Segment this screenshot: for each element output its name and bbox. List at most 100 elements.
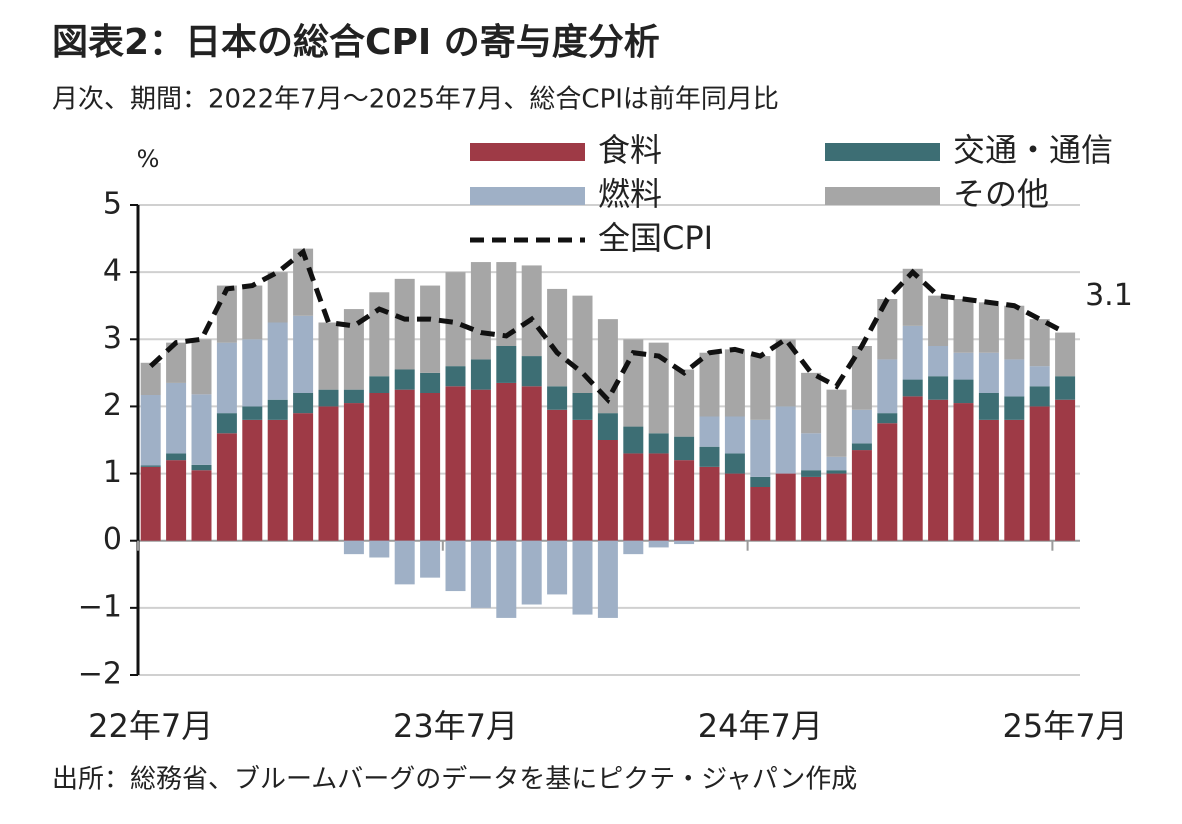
bar-segment: [166, 342, 187, 383]
bar-segment: [445, 386, 466, 541]
bar-segment: [572, 393, 593, 420]
bar-segment: [674, 436, 695, 461]
bar-segment: [597, 440, 618, 541]
bar-segment: [978, 393, 999, 420]
bar-segment: [343, 309, 364, 390]
bar-segment: [750, 356, 771, 420]
bar-segment: [547, 386, 568, 410]
bar-segment: [648, 433, 669, 454]
bar-segment: [877, 299, 898, 360]
bar-segment: [191, 394, 212, 465]
bar-segment: [166, 453, 187, 461]
bar-segment: [470, 262, 491, 360]
bar-segment: [216, 413, 237, 434]
bar-segment: [445, 272, 466, 367]
source-note: 出所：総務省、ブルームバーグのデータを基にピクテ・ジャパン作成: [52, 765, 857, 795]
bar-segment: [293, 315, 314, 393]
bar-segment: [1055, 332, 1076, 377]
x-tick-label: 24年7月: [698, 707, 823, 745]
bar-segment: [140, 395, 161, 466]
bar-segment: [648, 342, 669, 434]
bar-segment: [572, 419, 593, 541]
bar-segment: [242, 339, 263, 407]
bar-segment: [851, 409, 872, 444]
bar-segment: [928, 399, 949, 541]
bar-segment: [597, 413, 618, 440]
bar-segment: [674, 540, 695, 545]
bar-segment: [877, 359, 898, 414]
bar-segment: [369, 292, 390, 377]
bar-segment: [343, 540, 364, 555]
bar-segment: [801, 476, 822, 541]
bar-segment: [394, 369, 415, 390]
bar-segment: [623, 540, 644, 555]
bar-segment: [445, 540, 466, 592]
bar-segment: [674, 369, 695, 437]
bar-segment: [420, 372, 441, 393]
x-tick-label: 25年7月: [1003, 707, 1128, 745]
bar-segment: [496, 382, 517, 541]
y-tick-label: −1: [78, 589, 122, 624]
bar-segment: [496, 540, 517, 618]
bar-segment: [902, 379, 923, 397]
bar-segment: [394, 540, 415, 585]
bar-segment: [191, 470, 212, 541]
legend-swatch: [825, 187, 940, 205]
legend-label: 交通・通信: [953, 131, 1113, 169]
bar-segment: [1029, 319, 1050, 367]
bar-segment: [140, 362, 161, 396]
bar-segment: [928, 376, 949, 400]
bar-segment: [394, 389, 415, 541]
bar-segment: [826, 389, 847, 457]
bar-segment: [547, 288, 568, 387]
bar-segment: [1029, 386, 1050, 407]
bar-segment: [801, 433, 822, 471]
bar-segment: [902, 396, 923, 541]
legend-swatch: [470, 187, 585, 205]
y-tick-label: 5: [103, 187, 122, 222]
bar-segment: [470, 389, 491, 541]
bar-segment: [750, 476, 771, 487]
bar-segment: [394, 278, 415, 370]
bar-segment: [318, 322, 339, 390]
bar-segment: [242, 285, 263, 340]
legend-label: 食料: [598, 131, 662, 169]
bar-segment: [826, 456, 847, 471]
bar-segment: [724, 473, 745, 541]
bar-segment: [953, 403, 974, 541]
bar-segment: [521, 540, 542, 605]
bar-segment: [420, 285, 441, 373]
bar-segment: [1055, 376, 1076, 400]
bar-segment: [496, 346, 517, 383]
legend-label: その他: [953, 175, 1049, 213]
bar-segment: [978, 302, 999, 353]
bar-segment: [851, 450, 872, 541]
bar-segment: [293, 248, 314, 316]
bar-segment: [1004, 305, 1025, 360]
bar-segment: [242, 406, 263, 420]
bar-segment: [140, 466, 161, 541]
bar-segment: [267, 322, 288, 400]
y-tick-label: 1: [103, 455, 122, 490]
bar-segment: [699, 466, 720, 541]
bar-segment: [496, 262, 517, 346]
y-tick-label: 2: [103, 388, 122, 423]
y-tick-label: 3: [103, 321, 122, 356]
bar-segment: [699, 416, 720, 447]
bar-segment: [724, 416, 745, 454]
data-label: 3.1: [1085, 278, 1133, 313]
bar-segment: [420, 540, 441, 578]
bar-segment: [166, 460, 187, 541]
bar-segment: [572, 295, 593, 393]
bar-segment: [953, 299, 974, 353]
bar-segment: [826, 470, 847, 474]
y-tick-label: −2: [78, 657, 122, 692]
bar-segment: [750, 487, 771, 541]
bar-segment: [242, 419, 263, 541]
y-axis-label: %: [137, 145, 160, 173]
bar-segment: [216, 285, 237, 343]
bar-segment: [572, 540, 593, 615]
bar-segment: [293, 413, 314, 541]
bar-segment: [140, 465, 161, 467]
